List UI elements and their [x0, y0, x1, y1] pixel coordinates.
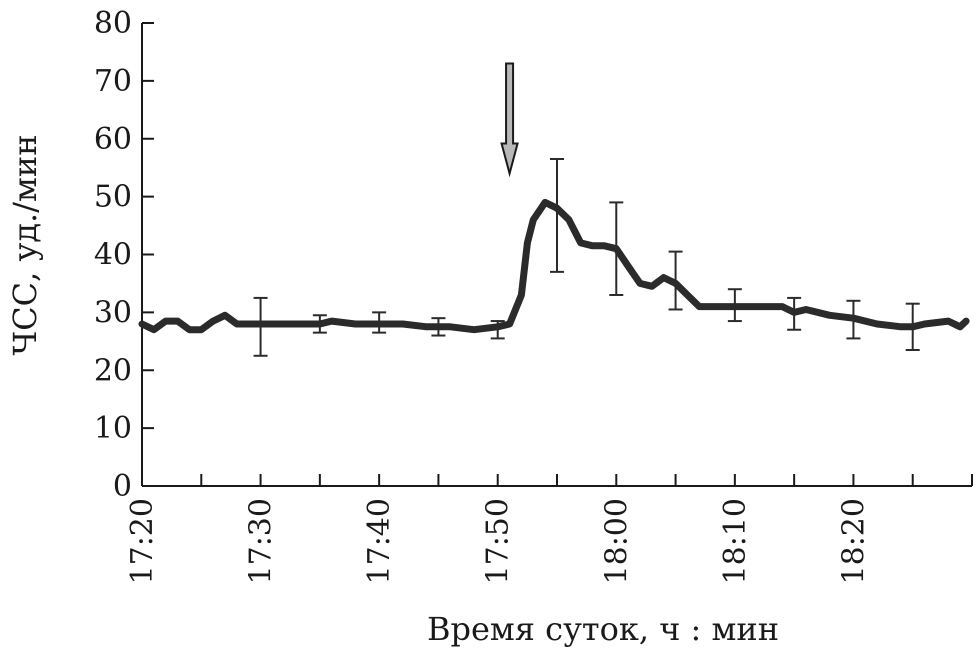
y-tick-label: 0 [113, 469, 132, 504]
x-axis-title: Время суток, ч : мин [427, 610, 779, 648]
heart-rate-series-0 [138, 198, 970, 334]
y-tick-label: 70 [94, 64, 132, 99]
down-arrow-annotation [500, 62, 519, 178]
series-lines [138, 198, 970, 334]
x-tick-label: 17:50 [481, 498, 516, 584]
y-tick-label: 60 [94, 122, 132, 157]
y-tick-label: 30 [94, 295, 132, 330]
y-tick-label: 40 [94, 238, 132, 273]
x-tick-label: 17:40 [362, 498, 397, 584]
annotations [500, 62, 519, 178]
y-tick-label: 50 [94, 180, 132, 215]
y-tick-label: 20 [94, 353, 132, 388]
x-tick-label: 18:00 [599, 498, 634, 584]
x-tick-label: 17:20 [125, 498, 160, 584]
x-tick-label: 17:30 [244, 498, 279, 584]
y-tick-label: 80 [94, 6, 132, 41]
y-tick-label: 10 [94, 411, 132, 446]
tick-labels: 0 10 20 30 40 50 60 70 80 17:20 17:30 17:40 17:50 18:… [94, 6, 872, 584]
axes [141, 22, 973, 487]
error-bar [550, 158, 564, 273]
y-axis-title: ЧСС, уд./мин [6, 134, 44, 355]
x-tick-label: 18:10 [718, 498, 753, 584]
x-tick-label: 18:20 [836, 498, 871, 584]
